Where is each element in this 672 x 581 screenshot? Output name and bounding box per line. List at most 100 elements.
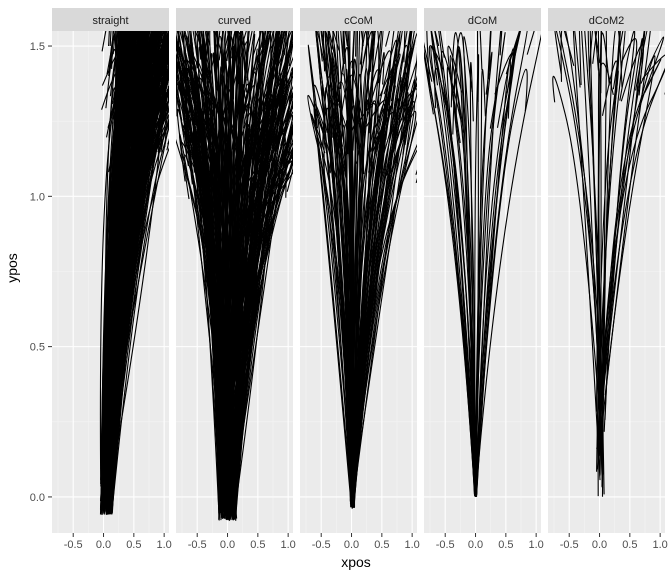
- trajectory-line: [220, 31, 262, 521]
- x-tick-label: 0.0: [592, 539, 607, 551]
- trajectory-line: [111, 31, 145, 487]
- facet-panel-curved: curved -0.5 0.0 0.5 1.0: [176, 8, 296, 551]
- trajectory-line: [558, 31, 603, 398]
- trajectory-line: [111, 31, 166, 504]
- x-tick-label: 0.0: [96, 539, 111, 551]
- x-tick-label: 0.5: [374, 539, 389, 551]
- facet-strip-cCoM: [300, 8, 417, 31]
- trajectory-line: [345, 120, 354, 503]
- trajectory-line: [560, 31, 601, 415]
- trajectory-line: [190, 31, 224, 508]
- trajectory-line: [313, 84, 353, 508]
- facet-strip-dCoM: [424, 8, 541, 31]
- trajectory-line: [212, 150, 227, 521]
- trajectory-line: [474, 51, 493, 496]
- trajectory-line: [350, 103, 386, 493]
- trajectory-line: [352, 79, 416, 492]
- trajectory-line: [106, 76, 166, 505]
- trajectory-line: [235, 72, 282, 500]
- trajectory-line: [315, 108, 352, 498]
- trajectory-line: [220, 106, 236, 513]
- trajectory-line: [455, 46, 477, 496]
- trajectory-line: [110, 40, 149, 514]
- x-tick-label: 0.0: [468, 539, 483, 551]
- trajectory-line: [604, 31, 636, 420]
- trajectory-line: [352, 120, 417, 492]
- facet-strip-label: curved: [218, 15, 251, 27]
- trajectory-line: [599, 60, 618, 475]
- trajectory-line: [475, 68, 486, 497]
- trajectory-line: [108, 85, 154, 497]
- trajectory-line: [230, 91, 293, 509]
- trajectory-line: [352, 69, 380, 501]
- trajectory-line: [103, 110, 154, 473]
- trajectory-line: [231, 120, 278, 514]
- trajectory-line: [426, 31, 476, 496]
- trajectory-line: [234, 31, 272, 518]
- trajectory-line: [339, 47, 352, 493]
- trajectory-line: [324, 87, 355, 508]
- facet-panel-dCoM2: dCoM2 -0.5 0.0 0.5 1.0: [548, 8, 668, 551]
- facet-panel-straight: straight -0.5 0.0 0.5 1.0: [52, 8, 172, 551]
- x-tick-label: 1.0: [157, 539, 172, 551]
- trajectory-lines: [424, 31, 541, 497]
- trajectory-line: [428, 45, 477, 496]
- trajectory-line: [105, 37, 151, 503]
- facet-strip-label: dCoM2: [589, 15, 624, 27]
- trajectory-line: [176, 35, 231, 499]
- trajectory-line: [322, 31, 353, 496]
- trajectory-line: [430, 46, 476, 497]
- trajectory-lines: [307, 31, 417, 509]
- x-tick-label: 1.0: [405, 539, 420, 551]
- x-tick-label: 0.5: [126, 539, 141, 551]
- trajectory-line: [181, 109, 237, 508]
- trajectory-line: [187, 31, 221, 506]
- trajectory-line: [100, 58, 142, 481]
- facet-strip-label: cCoM: [344, 15, 373, 27]
- x-tick-label: 0.5: [622, 539, 637, 551]
- trajectory-line: [475, 87, 498, 497]
- y-axis: 0.0 0.5 1.0 1.5: [30, 41, 52, 504]
- facet-panel-dCoM: dCoM -0.5 0.0 0.5 1.0: [424, 8, 544, 551]
- trajectory-line: [351, 143, 417, 503]
- facet-strip-straight: [52, 8, 169, 31]
- trajectory-line: [476, 31, 528, 495]
- trajectory-line: [230, 32, 293, 505]
- trajectory-line: [223, 37, 249, 503]
- x-tick-label: 1.0: [529, 539, 544, 551]
- x-tick-label: 0.0: [220, 539, 235, 551]
- trajectory-lines: [176, 31, 293, 521]
- trajectory-line: [599, 36, 664, 425]
- y-tick-label: 1.5: [30, 41, 45, 53]
- trajectory-line: [598, 67, 665, 442]
- trajectory-line: [222, 40, 293, 513]
- facet-strip-label: dCoM: [468, 15, 497, 27]
- trajectory-line: [104, 31, 130, 470]
- trajectory-line: [349, 58, 355, 496]
- x-tick-label: 1.0: [281, 539, 296, 551]
- trajectory-line: [475, 31, 483, 497]
- x-tick-label: 0.5: [498, 539, 513, 551]
- trajectory-line: [202, 31, 232, 511]
- facet-strip-label: straight: [92, 15, 128, 27]
- trajectory-line: [351, 31, 368, 504]
- trajectory-line: [588, 31, 602, 411]
- y-axis-title: ypos: [4, 253, 20, 283]
- trajectory-line: [223, 152, 293, 510]
- trajectory-line: [327, 31, 352, 492]
- trajectory-line: [221, 54, 229, 504]
- trajectory-line: [430, 31, 477, 497]
- trajectory-line: [176, 81, 222, 516]
- trajectory-line: [596, 31, 651, 470]
- x-tick-label: -0.5: [312, 539, 331, 551]
- trajectory-line: [107, 31, 145, 476]
- trajectory-line: [176, 31, 235, 515]
- trajectory-line: [353, 76, 395, 494]
- trajectory-line: [353, 31, 384, 500]
- facet-strip-dCoM2: [548, 8, 665, 31]
- x-tick-label: 0.0: [344, 539, 359, 551]
- trajectory-line: [225, 31, 249, 519]
- trajectory-line: [589, 31, 604, 475]
- x-tick-label: -0.5: [64, 539, 83, 551]
